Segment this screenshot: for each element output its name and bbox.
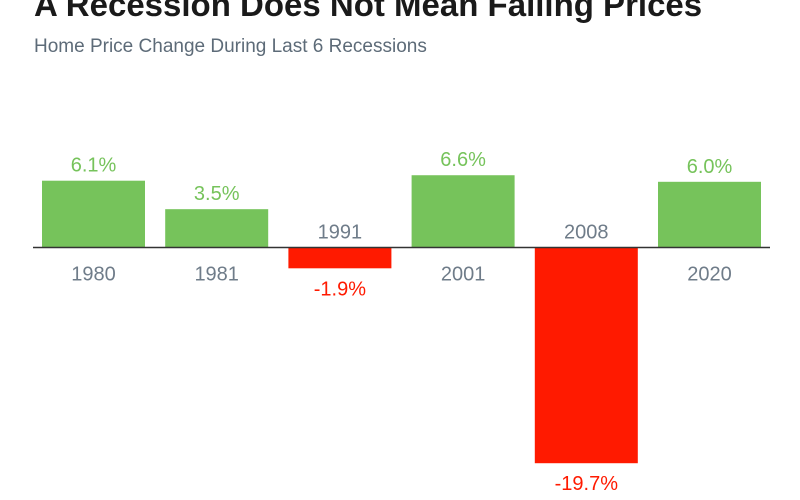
value-label-2020: 6.0% [687, 156, 733, 178]
chart-subtitle: Home Price Change During Last 6 Recessio… [34, 36, 427, 57]
category-label-1991: 1991 [318, 222, 363, 244]
value-label-1980: 6.1% [71, 155, 117, 177]
category-label-2001: 2001 [441, 264, 486, 286]
bar-1981 [165, 209, 269, 248]
bar-2001 [411, 175, 515, 248]
value-label-2008: -19.7% [555, 473, 619, 495]
bar-2008 [534, 247, 638, 464]
value-label-1981: 3.5% [194, 183, 240, 205]
value-label-1991: -1.9% [314, 278, 366, 300]
bar-1991 [288, 247, 392, 269]
bar-2020 [658, 181, 761, 248]
bar-1980 [42, 180, 145, 248]
category-label-2020: 2020 [687, 264, 732, 286]
category-label-1980: 1980 [71, 264, 116, 286]
category-label-1981: 1981 [194, 264, 239, 286]
chart-title: A Recession Does Not Mean Falling Prices [34, 0, 703, 23]
category-label-2008: 2008 [564, 222, 609, 244]
value-label-2001: 6.6% [440, 149, 486, 171]
